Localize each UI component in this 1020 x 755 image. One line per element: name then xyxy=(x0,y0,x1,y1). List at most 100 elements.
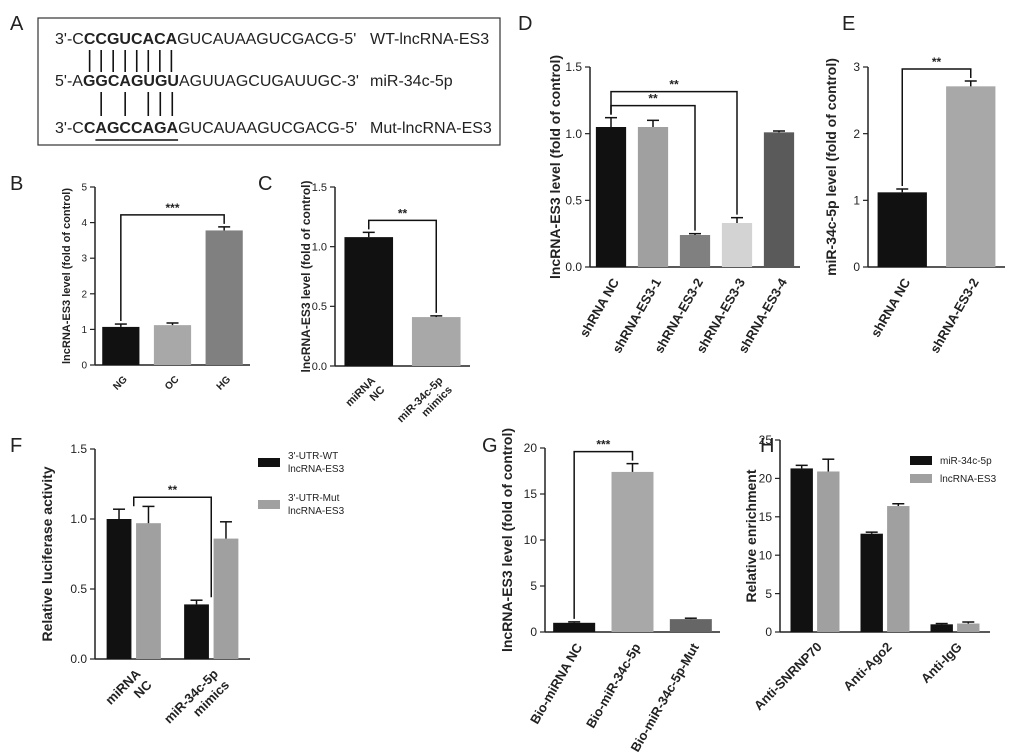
bar xyxy=(946,86,996,267)
y-axis-title: lncRNA-ES3 level (fold of control) xyxy=(547,55,563,279)
x-tick-label: miR-34c-5pmimics xyxy=(161,666,232,737)
x-tick-label: miR-34c-5pmimics xyxy=(395,375,455,435)
panel-letter: F xyxy=(10,435,22,457)
y-tick-label: 3 xyxy=(81,254,87,265)
significance-bracket xyxy=(610,90,738,215)
legend-label: 3'-UTR-WT xyxy=(288,451,338,462)
y-tick-label: 15 xyxy=(524,487,538,501)
x-tick-label: miRNANC xyxy=(102,666,155,719)
y-axis-title: lncRNA-ES3 level (fold of control) xyxy=(499,428,515,652)
sequence: 5'-AGGCAGUGUAGUUAGCUGAUUGC-3' xyxy=(55,73,359,90)
x-tick-label-line: shRNA-ES3-2 xyxy=(927,276,982,356)
x-tick-label-line: NG xyxy=(111,374,130,393)
significance-bracket xyxy=(120,214,225,322)
y-tick-label: 5 xyxy=(765,587,772,601)
bar xyxy=(611,471,654,632)
x-tick-label-line: OC xyxy=(163,374,181,392)
bar xyxy=(595,127,627,267)
y-tick-label: 2 xyxy=(853,127,860,141)
y-tick-label: 25 xyxy=(759,433,773,447)
x-tick-label: shRNA-ES3-2 xyxy=(927,276,982,356)
x-tick-label: Anti-IgG xyxy=(918,639,965,686)
significance-label: ** xyxy=(398,206,408,220)
bar xyxy=(205,230,243,365)
sequence: 3'-CCAGCCAGAGUCAUAAGUCGACG-5' xyxy=(55,120,357,137)
legend-swatch xyxy=(910,456,932,465)
legend-label: lncRNA-ES3 xyxy=(288,506,345,517)
y-tick-label: 1 xyxy=(853,194,860,208)
y-tick-label: 1.0 xyxy=(312,242,327,254)
panel-letter: A xyxy=(10,13,24,35)
significance-label: ** xyxy=(648,92,658,106)
bar xyxy=(957,623,980,632)
sequence-rest: GUCAUAAGUCGACG-5' xyxy=(177,31,356,48)
y-tick-label: 10 xyxy=(524,533,538,547)
sequence-seed: CAGCCAGA xyxy=(84,120,179,137)
panel-letter: B xyxy=(10,173,23,195)
significance-bracket xyxy=(368,219,437,313)
panel-letter: D xyxy=(518,13,532,35)
legend-swatch xyxy=(258,500,280,509)
y-tick-label: 4 xyxy=(81,218,87,229)
bar xyxy=(679,235,711,267)
y-axis-title: lncRNA-ES3 level (fold of control) xyxy=(299,180,313,372)
bar xyxy=(153,325,192,365)
panel-letter: E xyxy=(842,13,855,35)
y-tick-label: 5 xyxy=(530,579,537,593)
bar xyxy=(817,471,840,632)
y-tick-label: 1.5 xyxy=(70,442,87,456)
sequence-name: miR-34c-5p xyxy=(370,73,453,90)
y-tick-label: 1.0 xyxy=(70,512,87,526)
legend-label: lncRNA-ES3 xyxy=(288,464,345,475)
legend-label: miR-34c-5p xyxy=(940,456,992,467)
x-tick-label-line: Bio-miR-34c-5p-Mut xyxy=(628,640,703,754)
sequence-prefix: 3'-C xyxy=(55,31,84,48)
x-tick-label-line: Bio-miR-34c-5p xyxy=(583,641,644,731)
bar xyxy=(106,519,132,659)
x-tick-label: Anti-SNRNP70 xyxy=(751,639,825,713)
bar xyxy=(860,533,883,632)
y-tick-label: 5 xyxy=(81,183,87,194)
sequence-prefix: 5'-A xyxy=(55,73,83,90)
y-tick-label: 1.0 xyxy=(565,127,582,141)
bar xyxy=(344,237,394,366)
y-tick-label: 3 xyxy=(853,60,860,74)
y-tick-label: 1.5 xyxy=(312,182,327,194)
sequence-rest: GUCAUAAGUCGACG-5' xyxy=(178,120,357,137)
sequence-seed: GGCAGUGU xyxy=(83,73,179,90)
panel-letter: H xyxy=(760,435,774,457)
bar xyxy=(887,506,910,632)
y-tick-label: 0.0 xyxy=(70,652,87,666)
y-axis-title: lncRNA-ES3 level (fold of control) xyxy=(61,188,73,364)
bar xyxy=(721,223,753,267)
y-tick-label: 20 xyxy=(759,472,773,486)
y-tick-label: 0.5 xyxy=(312,301,327,313)
bar xyxy=(669,619,712,632)
x-tick-label-line: Anti-Ago2 xyxy=(840,639,895,694)
x-tick-label: miRNANC xyxy=(344,375,388,419)
y-tick-label: 0.5 xyxy=(565,194,582,208)
y-tick-label: 0 xyxy=(853,260,860,274)
bar xyxy=(637,127,669,267)
bar xyxy=(763,132,795,267)
x-tick-label: Bio-miR-34c-5p-Mut xyxy=(628,640,703,754)
sequence-box xyxy=(37,17,501,146)
x-tick-label-line: HG xyxy=(215,374,234,393)
significance-label: *** xyxy=(165,201,179,215)
significance-label: ** xyxy=(168,483,178,497)
significance-bracket xyxy=(573,450,634,619)
bar xyxy=(930,624,953,632)
y-tick-label: 0.0 xyxy=(565,260,582,274)
significance-bracket xyxy=(901,68,972,186)
x-tick-label: Bio-miRNA NC xyxy=(527,640,586,726)
bar xyxy=(411,317,461,366)
y-axis-title: miR-34c-5p level (fold of control) xyxy=(823,58,839,276)
significance-label: ** xyxy=(932,55,942,69)
x-tick-label-line: Bio-miRNA NC xyxy=(527,640,586,726)
x-tick-label: Anti-Ago2 xyxy=(840,639,895,694)
y-tick-label: 0 xyxy=(530,625,537,639)
sequence-name: WT-lncRNA-ES3 xyxy=(370,31,489,48)
sequence-name: Mut-lncRNA-ES3 xyxy=(370,120,492,137)
x-tick-label: Bio-miR-34c-5p xyxy=(583,641,644,731)
